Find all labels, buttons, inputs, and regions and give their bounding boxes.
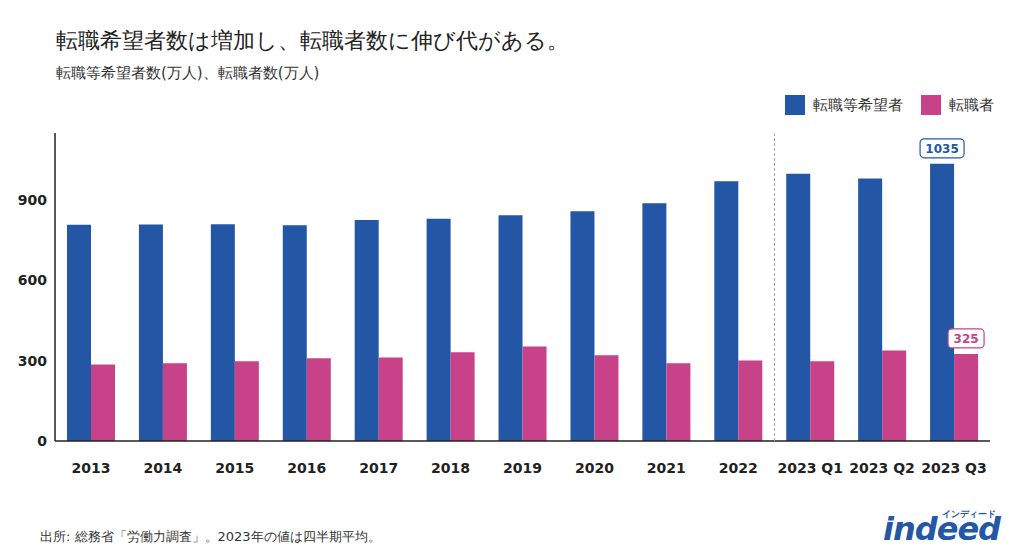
svg-text:2020: 2020 — [575, 460, 614, 476]
svg-text:2019: 2019 — [503, 460, 542, 476]
svg-text:2013: 2013 — [71, 460, 110, 476]
html-text:転職希望者数は増加し、転職者数に伸び代がある。: 転職希望者数は増加し、転職者数に伸び代がある。 — [56, 28, 569, 53]
html-text:indeed: indeed — [883, 510, 1000, 548]
svg-text:325: 325 — [954, 332, 979, 346]
svg-text:1035: 1035 — [925, 142, 958, 156]
svg-text:0: 0 — [37, 433, 47, 449]
html-text:転職等希望者数(万人)、転職者数(万人): 転職等希望者数(万人)、転職者数(万人) — [56, 64, 320, 82]
svg-text:600: 600 — [18, 272, 47, 288]
svg-text:2018: 2018 — [431, 460, 470, 476]
svg-text:2016: 2016 — [287, 460, 326, 476]
svg-text:2023 Q2: 2023 Q2 — [849, 460, 914, 476]
html-text:転職者: 転職者 — [949, 95, 994, 114]
html-text:出所: 総務省「労働力調査」。2023年の値は四半期平均。: 出所: 総務省「労働力調査」。2023年の値は四半期平均。 — [40, 529, 381, 544]
svg-text:2014: 2014 — [143, 460, 182, 476]
svg-text:2015: 2015 — [215, 460, 254, 476]
svg-text:2021: 2021 — [647, 460, 686, 476]
svg-text:2017: 2017 — [359, 460, 398, 476]
svg-text:2023 Q1: 2023 Q1 — [777, 460, 842, 476]
svg-text:300: 300 — [18, 353, 47, 369]
svg-text:2023 Q3: 2023 Q3 — [921, 460, 986, 476]
svg-text:900: 900 — [18, 192, 47, 208]
html-text:インディード: インディード — [942, 509, 996, 519]
html-text:転職等希望者: 転職等希望者 — [813, 95, 903, 114]
svg-text:2022: 2022 — [719, 460, 758, 476]
